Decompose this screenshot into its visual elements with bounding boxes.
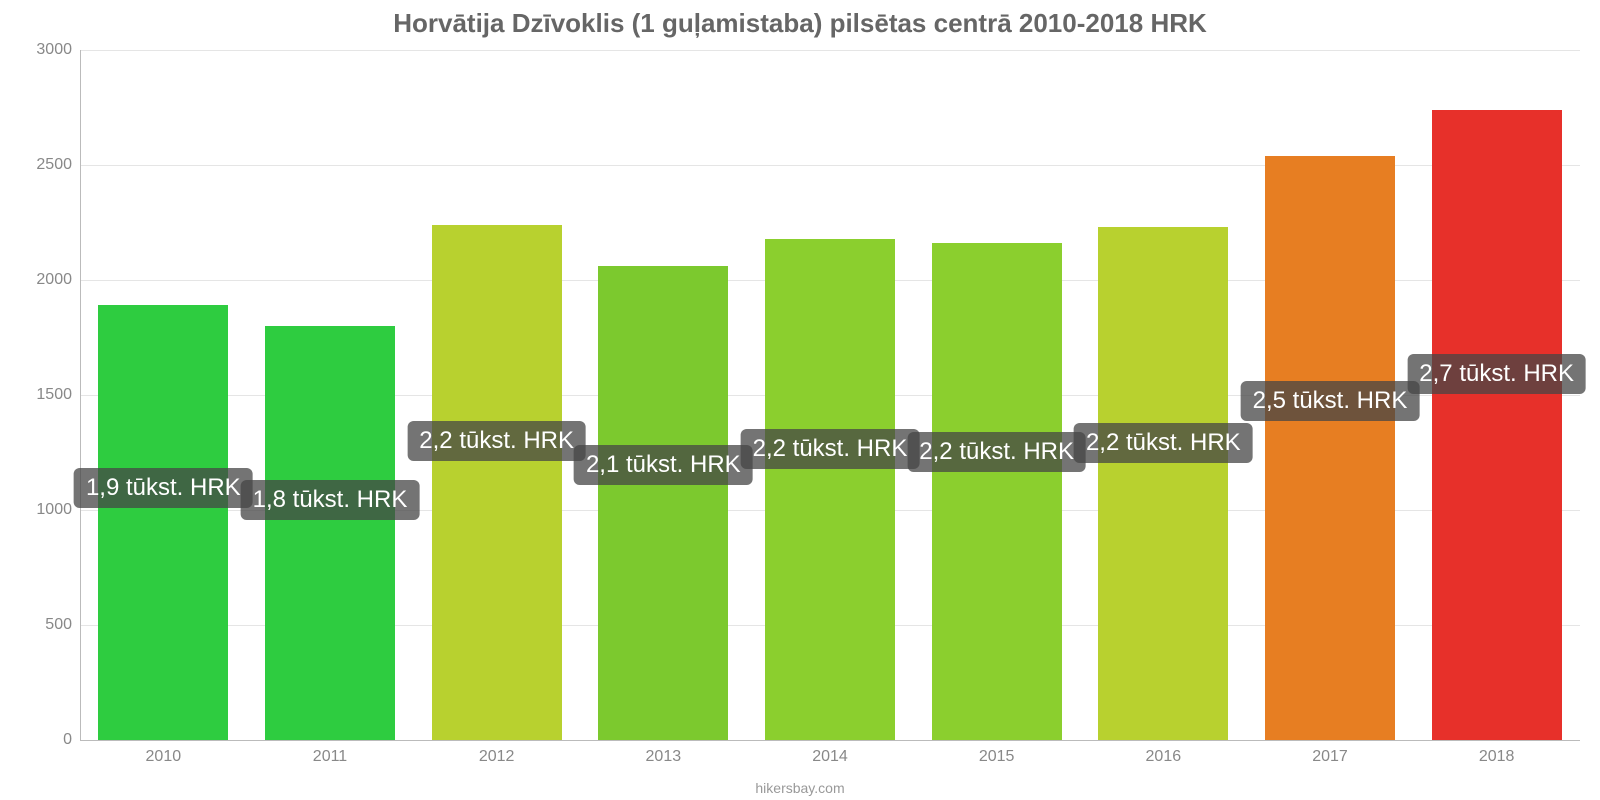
value-label: 2,2 tūkst. HRK — [741, 429, 920, 469]
value-label: 2,5 tūkst. HRK — [1241, 381, 1420, 421]
bar — [1265, 156, 1395, 740]
bar — [432, 225, 562, 740]
x-tick-label: 2016 — [1146, 748, 1182, 766]
value-label: 1,8 tūkst. HRK — [241, 480, 420, 520]
x-tick-label: 2012 — [479, 748, 515, 766]
value-label: 1,9 tūkst. HRK — [74, 468, 253, 508]
value-label: 2,7 tūkst. HRK — [1407, 354, 1586, 394]
bar — [1098, 227, 1228, 740]
y-tick-label: 2500 — [36, 156, 72, 174]
y-tick-label: 1500 — [36, 386, 72, 404]
x-tick-label: 2011 — [313, 748, 347, 766]
value-label: 2,2 tūkst. HRK — [1074, 423, 1253, 463]
value-label: 2,1 tūkst. HRK — [574, 445, 753, 485]
y-tick-label: 1000 — [36, 501, 72, 519]
x-tick-label: 2014 — [812, 748, 848, 766]
value-label: 2,2 tūkst. HRK — [407, 421, 586, 461]
gridline — [80, 50, 1580, 51]
bar — [98, 305, 228, 740]
bar — [932, 243, 1062, 740]
bar — [265, 326, 395, 740]
bar — [765, 239, 895, 740]
chart-footer: hikersbay.com — [0, 780, 1600, 796]
x-tick-label: 2013 — [646, 748, 682, 766]
y-tick-label: 0 — [63, 731, 72, 749]
chart-title: Horvātija Dzīvoklis (1 guļamistaba) pils… — [0, 8, 1600, 39]
value-label: 2,2 tūkst. HRK — [907, 432, 1086, 472]
bar — [598, 266, 728, 740]
x-tick-label: 2018 — [1479, 748, 1515, 766]
x-tick-label: 2017 — [1312, 748, 1348, 766]
x-tick-label: 2010 — [146, 748, 182, 766]
bar — [1432, 110, 1562, 740]
x-tick-label: 2015 — [979, 748, 1015, 766]
y-tick-label: 2000 — [36, 271, 72, 289]
y-tick-label: 3000 — [36, 41, 72, 59]
chart-container: Horvātija Dzīvoklis (1 guļamistaba) pils… — [0, 0, 1600, 800]
x-axis — [80, 740, 1580, 741]
y-tick-label: 500 — [45, 616, 72, 634]
y-axis — [80, 50, 81, 740]
